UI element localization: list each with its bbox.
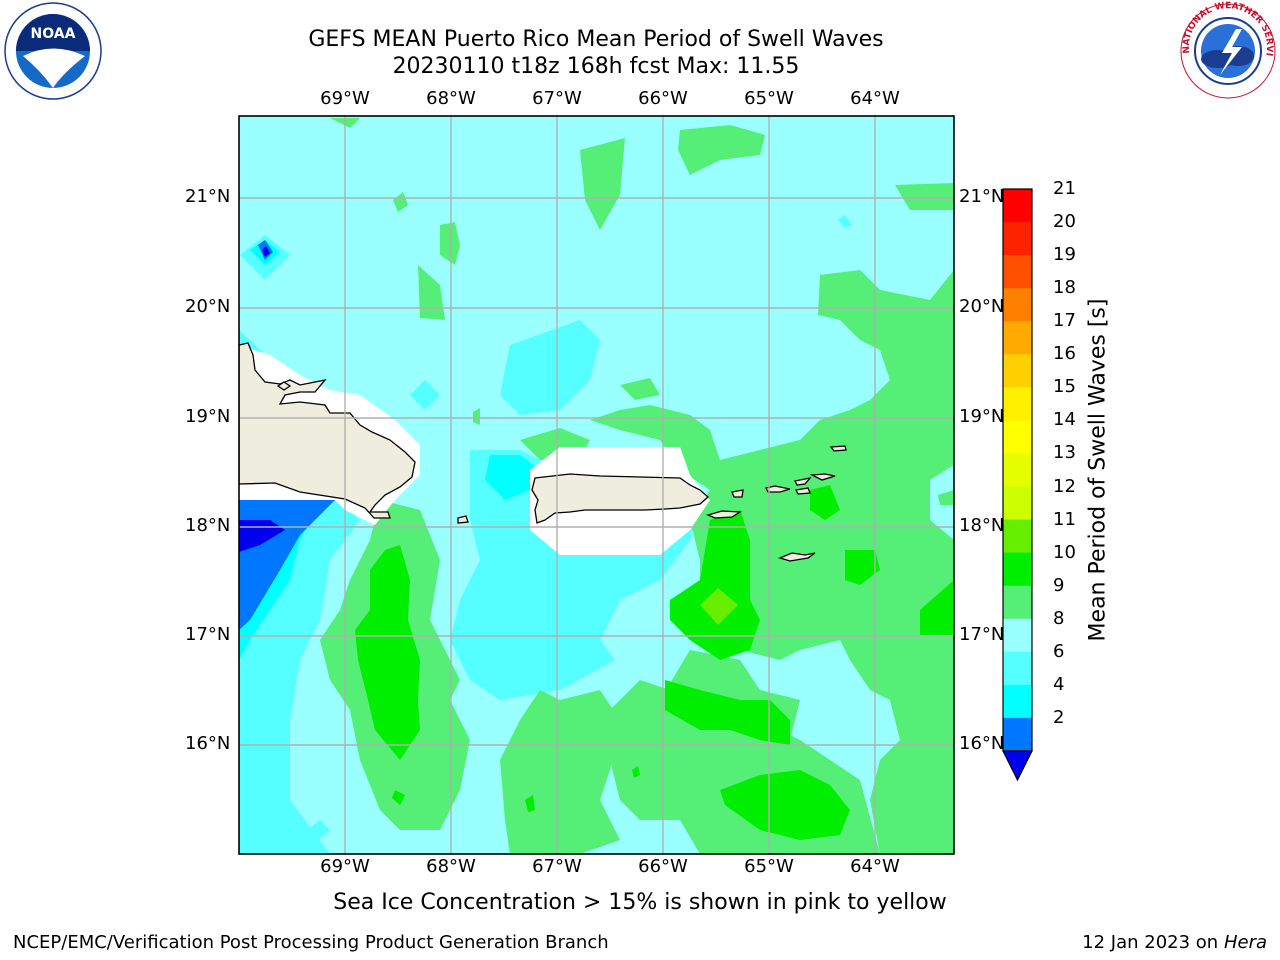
period-10-11-areas [355, 485, 954, 840]
colorbar-tick-label: 13 [1053, 442, 1076, 464]
colorbar-tick-label: 14 [1053, 409, 1076, 431]
lat-label-right: 20°N [959, 296, 1005, 317]
lat-label-left: 17°N [185, 624, 231, 645]
colorbar-extend-triangle [1002, 750, 1033, 782]
lon-label-top: 64°W [850, 88, 900, 109]
footer-date-text: 12 Jan 2023 on [1082, 932, 1224, 953]
colorbar-block [1003, 354, 1032, 388]
colorbar-tick-label: 9 [1053, 574, 1065, 596]
colorbar-block [1003, 321, 1032, 355]
lat-label-left: 20°N [185, 296, 231, 317]
colorbar-block [1003, 684, 1032, 719]
lat-label-left: 21°N [185, 186, 231, 207]
colorbar-block [1003, 585, 1032, 620]
colorbar [1002, 188, 1033, 782]
colorbar-tick-label: 11 [1053, 508, 1076, 530]
colorbar-block [1003, 552, 1032, 587]
colorbar-tick-label: 8 [1053, 607, 1065, 629]
map-gridlines [239, 116, 954, 854]
colorbar-blocks [1003, 189, 1032, 752]
lon-label-bottom: 65°W [744, 856, 794, 877]
period-2-4-areas [239, 246, 285, 552]
lat-label-right: 18°N [959, 515, 1005, 536]
lon-label-top: 67°W [532, 88, 582, 109]
noaa-logo: NOAA [4, 2, 102, 100]
map-subtitle: 20230110 t18z 168h fcst Max: 11.55 [392, 54, 800, 79]
lon-label-top: 68°W [426, 88, 476, 109]
colorbar-tick-label: 17 [1053, 310, 1076, 332]
lat-label-right: 16°N [959, 733, 1005, 754]
colorbar-block [1003, 420, 1032, 454]
colorbar-tick-label: 4 [1053, 673, 1065, 695]
lon-label-top: 65°W [744, 88, 794, 109]
colorbar-tick-label: 16 [1053, 343, 1076, 365]
colorbar-title: Mean Period of Swell Waves [s] [1085, 298, 1111, 642]
colorbar-tick-label: 20 [1053, 211, 1076, 233]
colorbar-tick-label: 18 [1053, 277, 1076, 299]
lat-label-right: 21°N [959, 186, 1005, 207]
lat-label-right: 19°N [959, 406, 1005, 427]
land-areas [239, 342, 847, 562]
colorbar-block [1003, 717, 1032, 752]
colorbar-block [1003, 486, 1032, 521]
nws-logo: NATIONAL WEATHER SERVICE [1178, 1, 1276, 99]
lat-label-left: 18°N [185, 515, 231, 536]
colorbar-block [1003, 222, 1032, 256]
colorbar-block [1003, 288, 1032, 322]
lon-label-bottom: 66°W [638, 856, 688, 877]
sea-ice-caption: Sea Ice Concentration > 15% is shown in … [333, 890, 947, 915]
footer-producer: NCEP/EMC/Verification Post Processing Pr… [13, 932, 609, 953]
period-9-10-areas [320, 118, 954, 854]
footer-machine: Hera [1223, 932, 1267, 953]
colorbar-tick-label: 6 [1053, 640, 1065, 662]
lat-label-left: 19°N [185, 406, 231, 427]
map-frame [238, 115, 955, 855]
colorbar-tick-label: 10 [1053, 541, 1076, 563]
colorbar-tick-label: 12 [1053, 475, 1076, 497]
colorbar-frame [1002, 188, 1033, 752]
lon-label-bottom: 69°W [320, 856, 370, 877]
colorbar-tick-label: 15 [1053, 376, 1076, 398]
colorbar-block [1003, 189, 1032, 223]
noaa-logo-text: NOAA [31, 26, 76, 42]
footer-date: 12 Jan 2023 on Hera [1082, 932, 1267, 953]
lon-label-top: 66°W [638, 88, 688, 109]
colorbar-block [1003, 519, 1032, 554]
colorbar-tick-label: 21 [1053, 178, 1076, 199]
colorbar-block [1003, 387, 1032, 421]
colorbar-tick-label: 19 [1053, 244, 1076, 266]
lon-label-bottom: 64°W [850, 856, 900, 877]
colorbar-block [1003, 618, 1032, 653]
colorbar-block [1003, 453, 1032, 488]
lon-label-bottom: 68°W [426, 856, 476, 877]
map-title: GEFS MEAN Puerto Rico Mean Period of Swe… [308, 27, 884, 52]
period-11-12-areas [700, 588, 738, 625]
lat-label-left: 16°N [185, 733, 231, 754]
lon-label-bottom: 67°W [532, 856, 582, 877]
lat-label-right: 17°N [959, 624, 1005, 645]
lon-label-top: 69°W [320, 88, 370, 109]
colorbar-block [1003, 651, 1032, 686]
forecast-field [239, 116, 954, 854]
colorbar-block [1003, 255, 1032, 289]
colorbar-tick-label: 2 [1053, 706, 1065, 728]
